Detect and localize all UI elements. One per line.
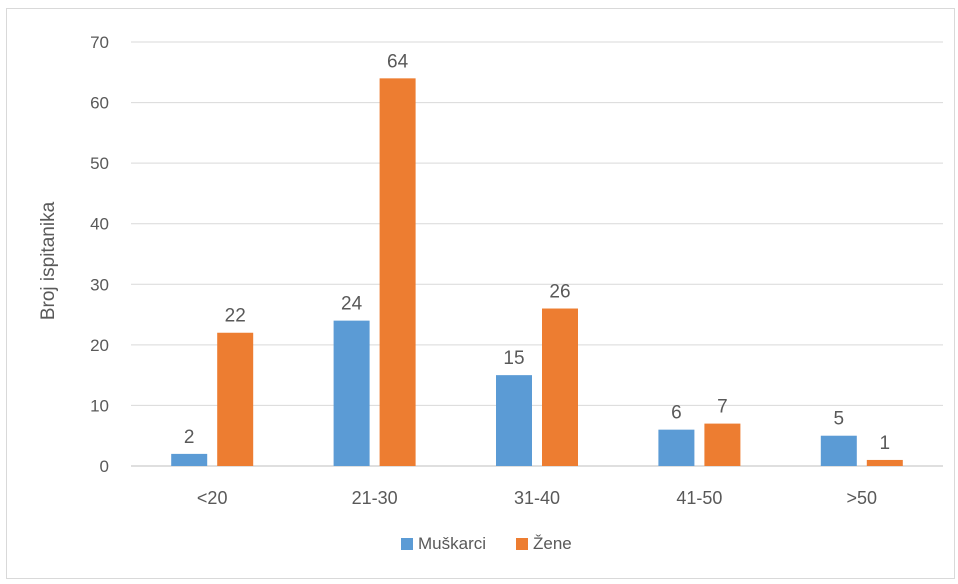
y-tick-label: 40 — [90, 215, 109, 234]
y-tick-label: 70 — [90, 33, 109, 52]
legend-swatch — [401, 538, 413, 550]
data-label: 24 — [341, 294, 363, 315]
bar — [171, 453, 208, 466]
x-axis-ticks: <20 21-30 31-40 41-50 >50 — [197, 488, 877, 508]
y-tick-label: 30 — [90, 275, 109, 294]
legend: Muškarci Žene — [401, 534, 572, 553]
bar — [217, 332, 254, 466]
chart-frame: 0 10 20 30 40 50 60 70 2 22 24 64 15 26 6 7 5 1 <20 21-30… — [6, 8, 955, 579]
y-axis-ticks: 0 10 20 30 40 50 60 70 — [90, 33, 109, 476]
x-tick-label: 21-30 — [352, 488, 398, 508]
gridlines — [131, 41, 943, 467]
x-tick-label: <20 — [197, 488, 228, 508]
bar — [820, 435, 857, 466]
bar — [333, 320, 370, 466]
data-label: 2 — [184, 427, 195, 448]
legend-label: Žene — [533, 534, 572, 553]
bar — [704, 423, 741, 466]
data-label: 26 — [549, 282, 570, 303]
y-tick-label: 60 — [90, 94, 109, 113]
y-axis-label: Broj ispitanika — [38, 201, 59, 320]
data-label: 5 — [834, 409, 845, 430]
bar — [658, 429, 695, 466]
data-label: 22 — [225, 306, 246, 327]
bar — [496, 375, 532, 466]
legend-swatch — [516, 538, 528, 550]
legend-label: Muškarci — [418, 534, 486, 553]
y-tick-label: 0 — [100, 457, 109, 476]
bar — [866, 459, 903, 466]
y-tick-label: 10 — [90, 396, 109, 415]
data-label: 64 — [387, 51, 409, 72]
y-tick-label: 20 — [90, 336, 109, 355]
bar — [379, 78, 416, 466]
bar — [542, 308, 578, 466]
x-tick-label: >50 — [847, 488, 878, 508]
x-tick-label: 41-50 — [676, 488, 722, 508]
data-label: 6 — [671, 403, 682, 424]
data-label: 7 — [717, 397, 728, 418]
y-tick-label: 50 — [90, 154, 109, 173]
x-tick-label: 31-40 — [514, 488, 560, 508]
data-label: 15 — [503, 348, 524, 369]
data-label: 1 — [880, 433, 891, 454]
